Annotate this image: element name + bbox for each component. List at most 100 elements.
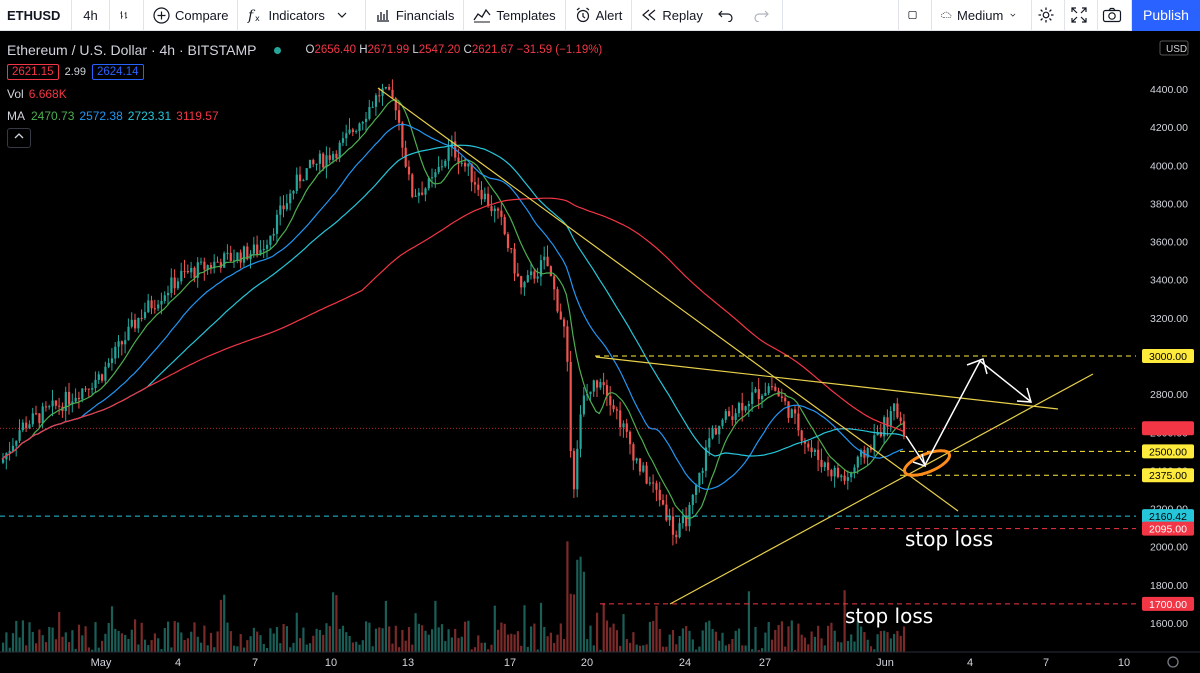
volume-bar (833, 630, 836, 655)
chevron-up-icon (14, 133, 24, 139)
candle-body (823, 462, 826, 468)
candle-body (744, 406, 747, 411)
volume-bar (180, 632, 183, 655)
candle-body (107, 362, 110, 367)
collapse-legend-button[interactable] (7, 128, 31, 148)
candle-body (563, 319, 566, 327)
volume-bar (734, 630, 737, 655)
volume-bar (668, 634, 671, 655)
candle-body (21, 422, 24, 431)
redo-button[interactable] (745, 0, 783, 31)
settings-button[interactable] (1032, 0, 1065, 31)
ohlc-values: O2656.40 H2671.99 L2547.20 C2621.67 −31.… (305, 44, 603, 56)
snapshot-button[interactable] (1098, 0, 1132, 31)
fullscreen-button[interactable] (1065, 0, 1098, 31)
compare-label: Compare (175, 7, 229, 23)
stop-loss-annotation-lower[interactable]: stop loss (845, 604, 934, 628)
volume-legend-row[interactable]: Vol 6.668K (7, 83, 602, 105)
volume-bar (153, 633, 156, 655)
candle-body (599, 382, 602, 388)
volume-bar (437, 627, 440, 655)
time-axis-bg (0, 652, 1200, 673)
price-tick: 3200.00 (1150, 313, 1188, 325)
volume-bar (572, 594, 576, 655)
cloud-save-dropdown[interactable]: Medium (932, 0, 1032, 31)
candle-body (2, 459, 5, 463)
price-label: 2095.00 (1149, 524, 1187, 536)
candle-body (774, 386, 777, 391)
layout-button[interactable] (898, 0, 932, 31)
candle-body (157, 304, 160, 309)
volume-bar (206, 645, 209, 655)
publish-button[interactable]: Publish (1132, 0, 1200, 31)
volume-bar (645, 644, 648, 655)
alert-button[interactable]: Alert (566, 0, 633, 31)
volume-bar (714, 631, 717, 655)
volume-bar (681, 628, 684, 655)
volume-bar (662, 646, 665, 655)
low-value: 2547.20 (418, 44, 461, 56)
price-axis[interactable]: USD 4400.00 4200.00 4000.00 3800.00 3600.00 34… (1136, 31, 1200, 652)
chart-type-button[interactable] (110, 0, 144, 31)
volume-bar (629, 642, 632, 655)
volume-bar (308, 643, 312, 655)
volume-bar (87, 647, 90, 655)
moving-average-line-3 (1, 144, 904, 460)
candle-body (685, 516, 688, 527)
replay-button[interactable]: Replay (632, 0, 711, 31)
fullscreen-icon (1070, 7, 1087, 23)
ma2-value: 2572.38 (79, 109, 123, 123)
candle-body (401, 122, 404, 148)
candle-body (668, 516, 671, 521)
candle-body (407, 166, 411, 175)
ma-legend-row[interactable]: MA 2470.73 2572.38 2723.31 3119.57 (7, 105, 602, 127)
candle-body (652, 482, 655, 484)
volume-bar (335, 595, 338, 655)
candle-body (493, 208, 496, 212)
volume-bar (741, 645, 744, 655)
time-tick: 7 (252, 657, 258, 669)
undo-icon (717, 10, 733, 22)
volume-bar (823, 645, 826, 655)
financials-button[interactable]: Financials (366, 0, 465, 31)
chart-canvas[interactable]: USD 4400.00 4200.00 4000.00 3800.00 3600.00 34… (0, 31, 1200, 673)
candle-body (421, 192, 424, 195)
candle-body (556, 289, 559, 312)
volume-bar (94, 622, 97, 655)
volume-bar (130, 629, 133, 655)
volume-bar (427, 634, 430, 655)
interval-selector[interactable]: 4h (72, 0, 110, 31)
volume-bar (520, 645, 523, 655)
compare-button[interactable]: Compare (144, 0, 239, 31)
stop-loss-annotation-upper[interactable]: stop loss (905, 527, 994, 551)
volume-bar (110, 606, 114, 655)
bid-price[interactable]: 2621.15 (7, 64, 59, 80)
volume-bar (579, 556, 582, 655)
cloud-icon (941, 11, 952, 19)
price-label-bg (1142, 468, 1194, 483)
time-tick: 10 (325, 657, 337, 669)
candle-body (355, 131, 358, 133)
time-axis[interactable]: May 4 7 10 13 17 20 24 27 Jun 4 7 10 (0, 651, 1200, 673)
volume-bar (120, 633, 123, 655)
volume-bar (803, 637, 807, 655)
volume-bar (318, 630, 321, 655)
chart-pane[interactable]: USD 4400.00 4200.00 4000.00 3800.00 3600.00 34… (0, 31, 1200, 673)
candle-body (440, 166, 444, 168)
ask-price[interactable]: 2624.14 (92, 64, 144, 80)
price-label: 2500.00 (1149, 446, 1187, 458)
symbol-search[interactable]: ETHUSD (0, 0, 72, 31)
templates-button[interactable]: Templates (464, 0, 566, 31)
candle-body (84, 388, 87, 390)
volume-bar (114, 628, 117, 655)
volume-bar (744, 645, 747, 655)
symbol-title[interactable]: Ethereum / U.S. Dollar · 4h · BITSTAMP (7, 42, 257, 58)
indicators-label: Indicators (268, 7, 325, 23)
undo-button[interactable] (712, 0, 745, 31)
volume-bar (325, 623, 328, 655)
candle-body (130, 319, 133, 327)
volume-bar (902, 626, 906, 655)
candle-body (609, 395, 612, 406)
candle-body (718, 425, 721, 435)
